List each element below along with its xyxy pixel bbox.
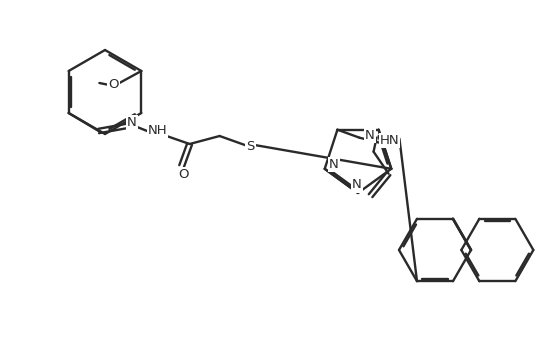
Text: N: N [352, 178, 362, 191]
Text: N: N [365, 129, 375, 142]
Text: O: O [108, 78, 118, 91]
Text: HN: HN [380, 134, 399, 147]
Text: S: S [246, 140, 255, 154]
Text: N: N [127, 117, 137, 130]
Text: O: O [179, 168, 189, 182]
Text: N: N [329, 158, 338, 171]
Text: NH: NH [148, 124, 168, 136]
